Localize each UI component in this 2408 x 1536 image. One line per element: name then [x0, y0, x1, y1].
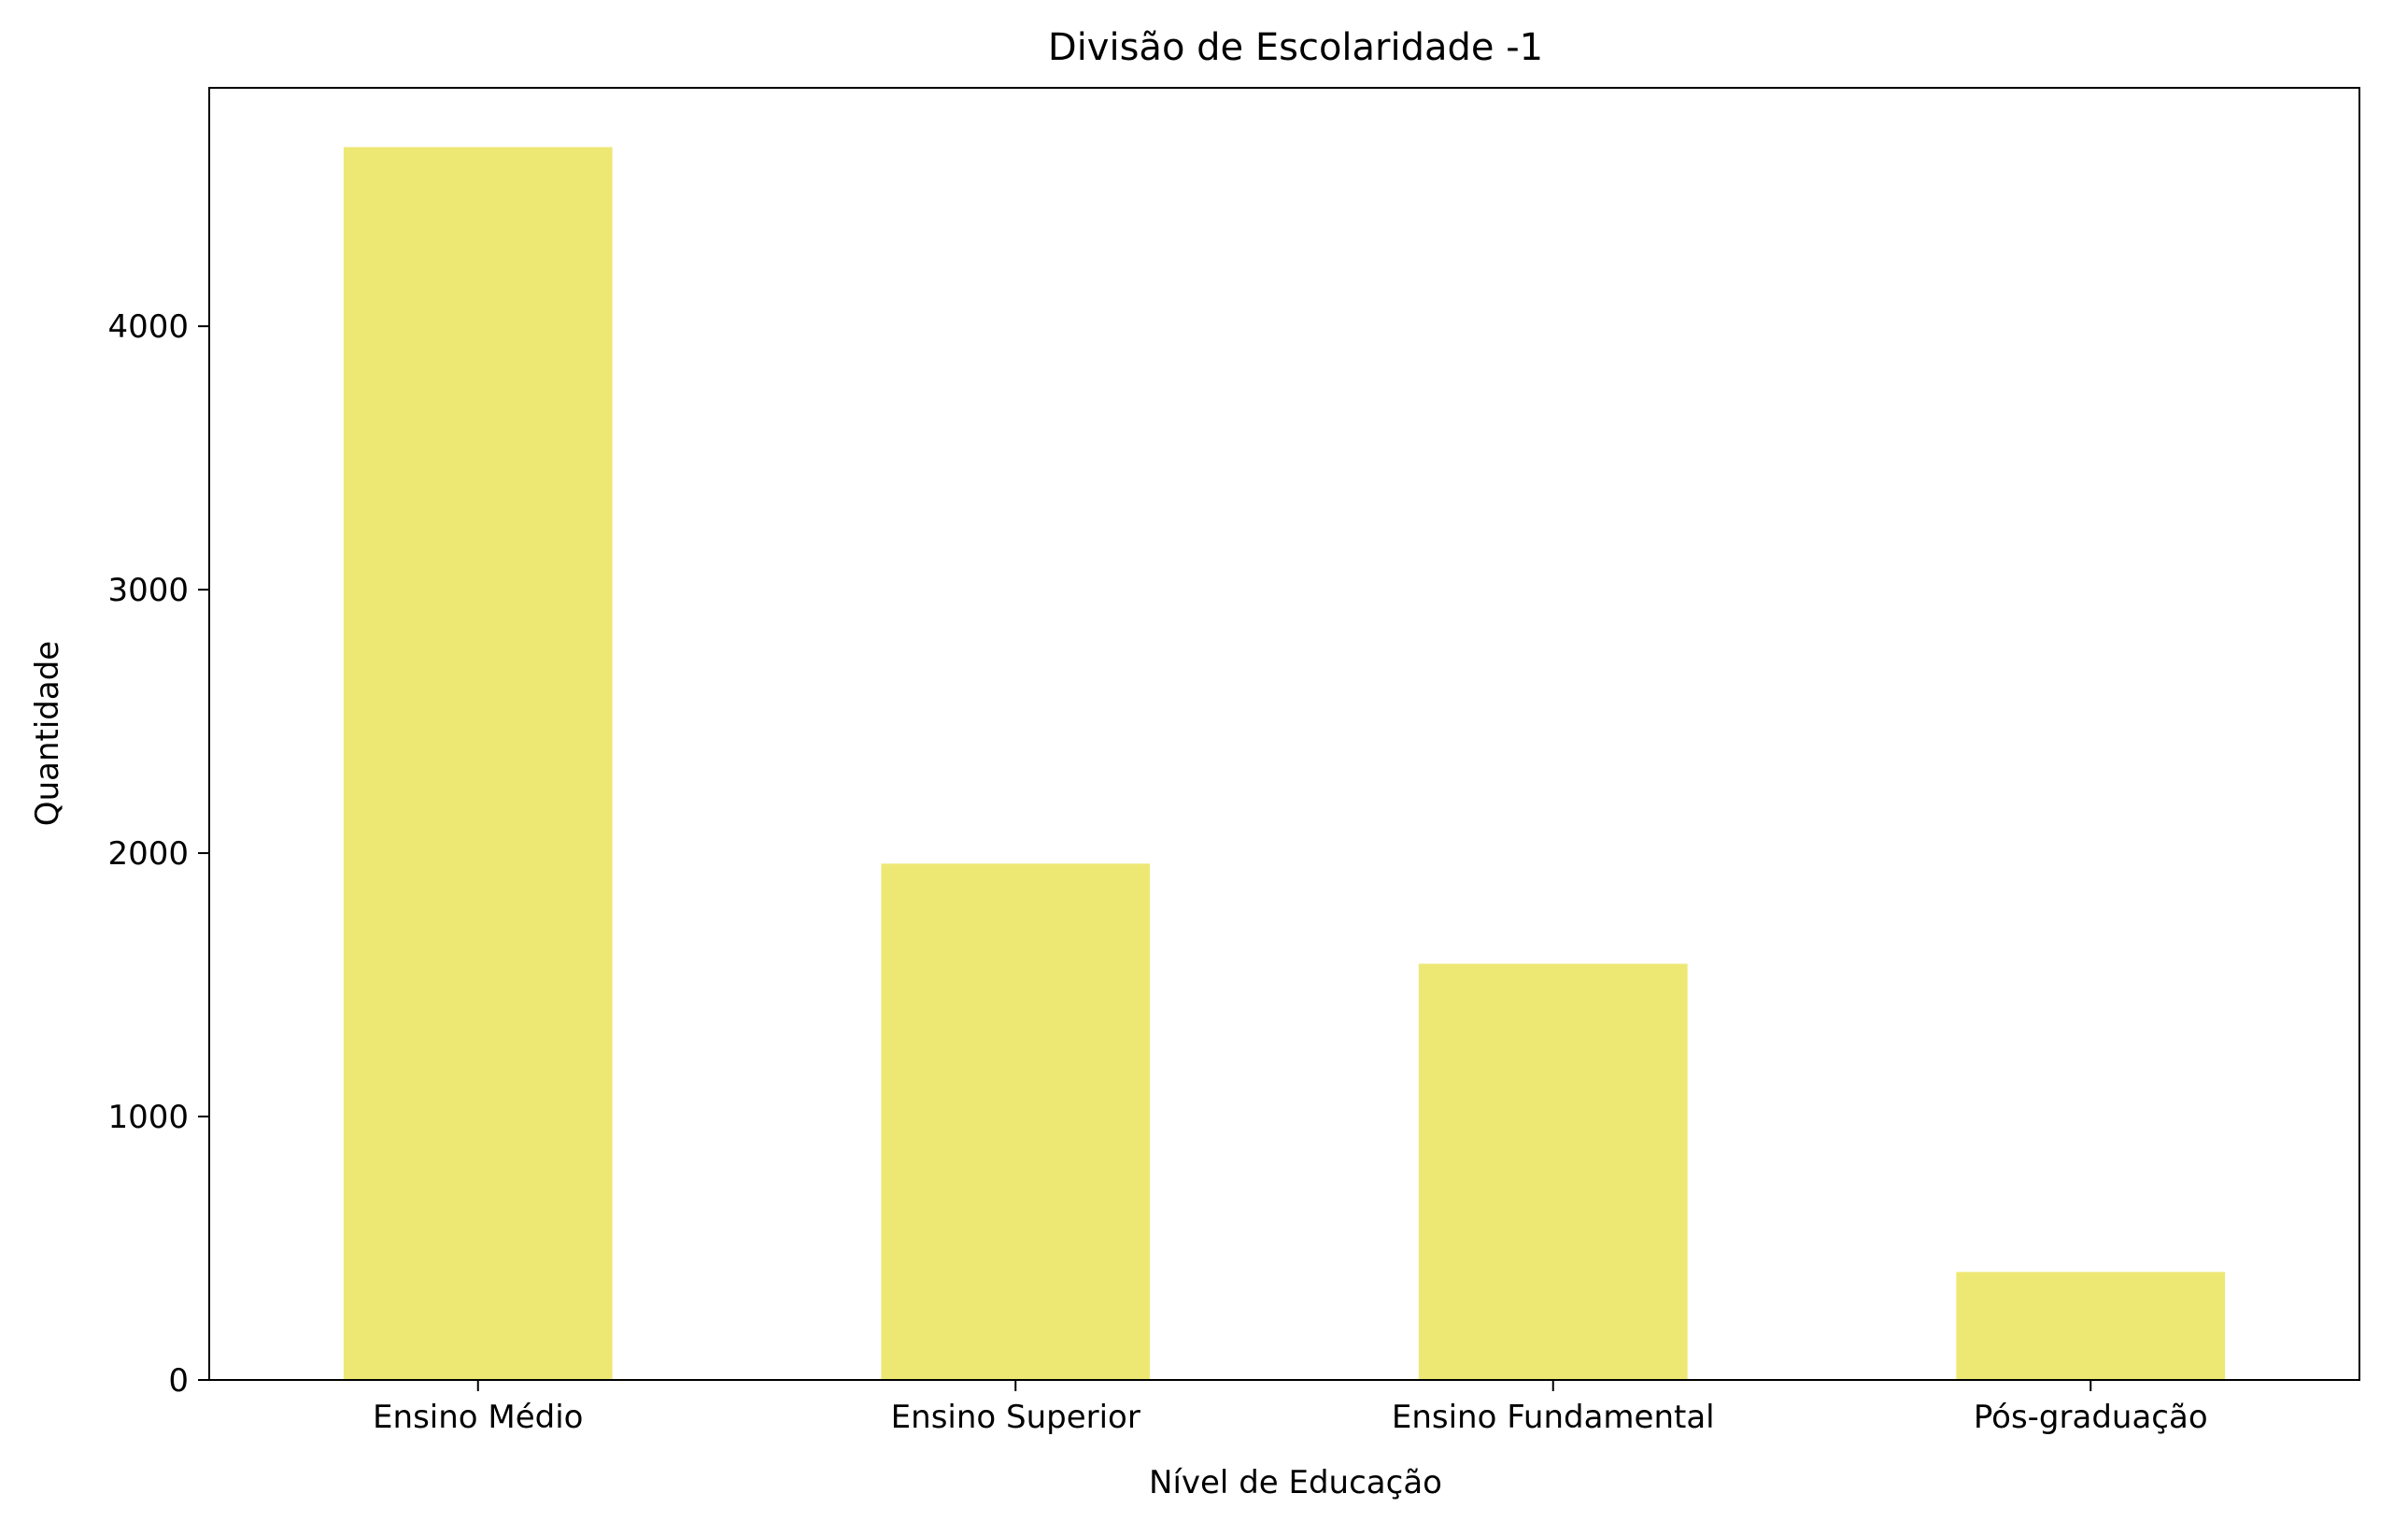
chart-title: Divisão de Escolaridade -1: [1048, 26, 1543, 69]
y-axis-label: Quantidade: [29, 641, 66, 826]
x-tick-label: Ensino Superior: [891, 1399, 1140, 1436]
y-tick-label: 2000: [107, 835, 189, 873]
x-tick-label: Pós-graduação: [1974, 1399, 2208, 1436]
y-tick-label: 1000: [107, 1099, 189, 1136]
bar-3: [1418, 963, 1688, 1380]
bar-1: [343, 147, 613, 1380]
bar-4: [1956, 1272, 2226, 1380]
plot-frame: [208, 87, 2360, 1381]
x-tick-label: Ensino Fundamental: [1392, 1399, 1715, 1436]
x-tick-label: Ensino Médio: [373, 1399, 583, 1436]
bar-2: [881, 863, 1151, 1380]
y-tick-label: 0: [168, 1362, 189, 1400]
y-tick-label: 3000: [107, 572, 189, 609]
bars-layer: [343, 147, 2226, 1380]
axes-layer: Ensino Médio Ensino Superior Ensino Fundam…: [107, 87, 2360, 1436]
y-tick-label: 4000: [107, 308, 189, 346]
x-axis-label: Nível de Educação: [1149, 1464, 1442, 1501]
